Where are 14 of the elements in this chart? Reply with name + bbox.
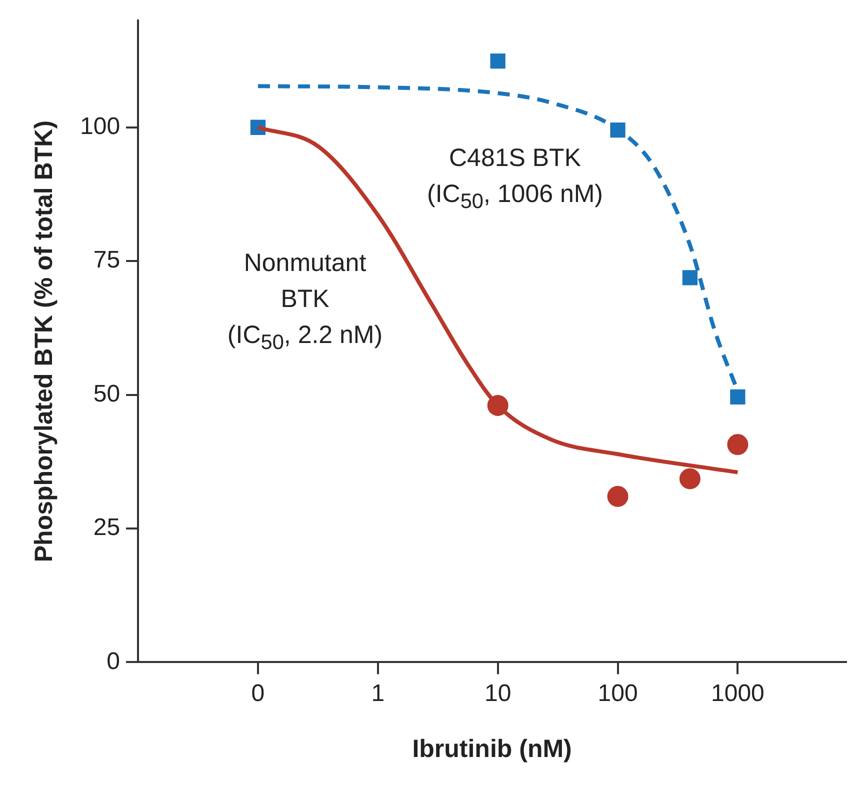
x-tick-label: 10 <box>484 680 512 708</box>
x-tick-label: 100 <box>598 680 638 708</box>
y-tick-label: 75 <box>93 246 120 274</box>
annotation: Nonmutant BTK (IC$_{50}$, 2.2 nM) <box>227 248 383 356</box>
annotation: C481S BTK (IC$_{50}$, 1006 nM) <box>426 143 604 215</box>
y-tick-label: 100 <box>80 112 120 140</box>
y-tick-label: 25 <box>93 514 120 542</box>
y-axis-title: Phosphorylated BTK (% of total BTK) <box>30 120 58 562</box>
x-axis-title: Ibrutinib (nM) <box>412 734 572 763</box>
y-tick-label: 50 <box>93 380 120 408</box>
x-tick-label: 1000 <box>710 680 764 708</box>
x-tick-label: 1 <box>371 680 385 708</box>
x-tick-label: 0 <box>251 680 265 708</box>
y-tick-label: 0 <box>106 648 120 675</box>
